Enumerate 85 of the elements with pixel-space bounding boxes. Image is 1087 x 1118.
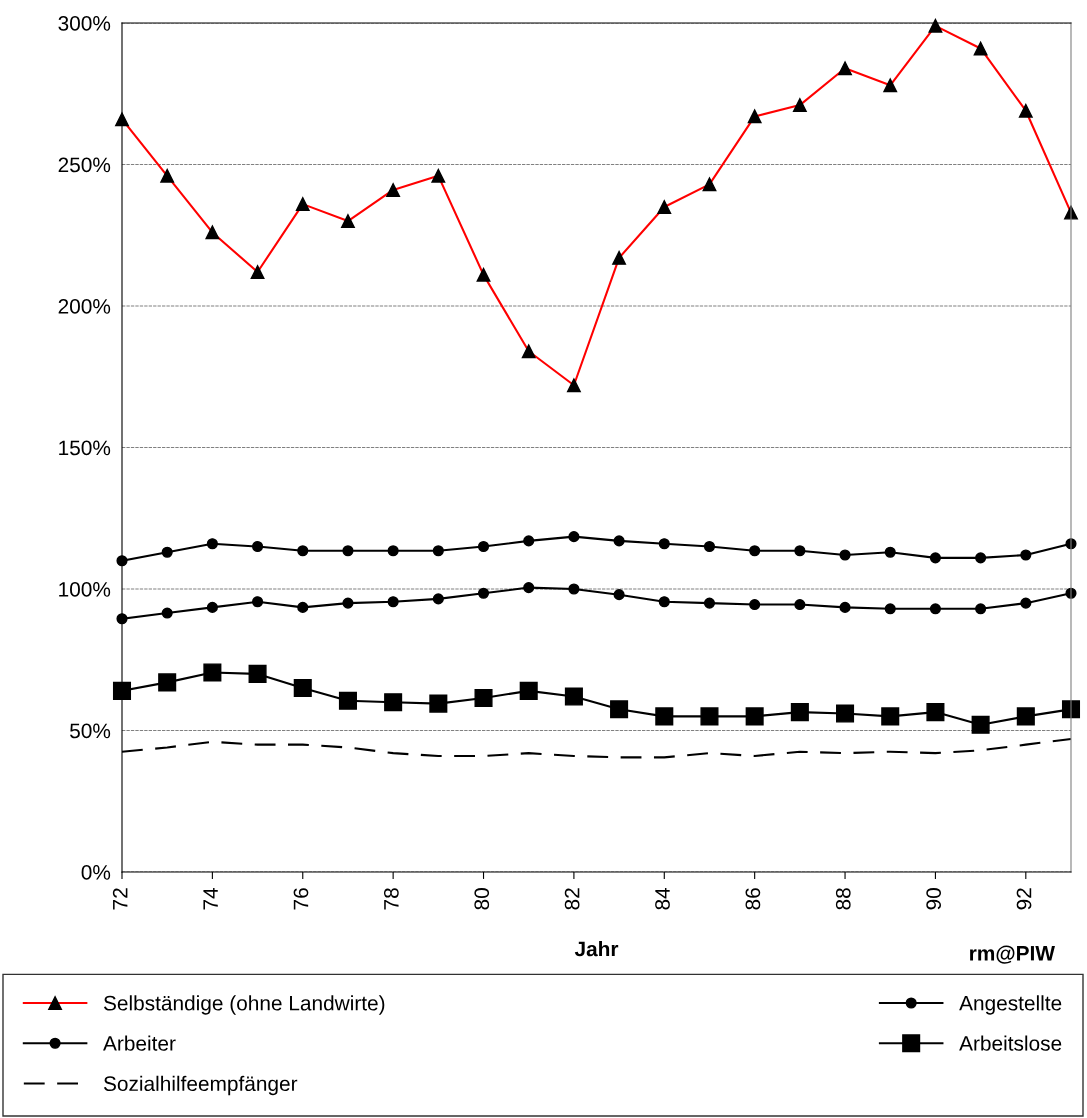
point (790, 703, 809, 722)
point (1020, 597, 1032, 609)
x-tick-label: 92 (1016, 888, 1032, 910)
point (658, 596, 670, 608)
point (613, 589, 625, 601)
point (387, 545, 399, 557)
point (568, 583, 580, 595)
x-tick-label: 76 (293, 888, 309, 910)
point (975, 552, 987, 564)
point (794, 545, 806, 557)
legend-label: Angestellte (959, 995, 1062, 1015)
x-axis-title: Jahr (574, 941, 619, 957)
y-tick-label: 200% (58, 299, 111, 314)
point (613, 535, 625, 547)
point (884, 603, 896, 615)
x-tick-label: 90 (926, 888, 942, 910)
point (975, 603, 987, 615)
point (161, 607, 173, 619)
point (206, 601, 218, 613)
point (342, 597, 354, 609)
point (749, 545, 761, 557)
point (477, 587, 490, 599)
point (794, 599, 806, 611)
x-tick-label: 88 (835, 888, 851, 910)
point (252, 540, 264, 553)
point (839, 601, 851, 613)
legend-label: Arbeitslose (959, 1035, 1062, 1051)
point (384, 693, 403, 712)
point (342, 545, 354, 557)
point (971, 715, 990, 734)
point (158, 673, 177, 692)
point (338, 691, 357, 710)
point (929, 603, 941, 615)
point (297, 545, 309, 557)
point (655, 707, 674, 726)
y-tick-label: 0% (81, 865, 111, 880)
point (432, 593, 444, 605)
point (161, 546, 173, 558)
y-tick-label: 150% (59, 440, 111, 456)
point (206, 538, 218, 550)
y-tick-label: 100% (59, 582, 111, 597)
legend-label: Arbeiter (103, 1035, 176, 1051)
y-tick-label: 50% (70, 723, 111, 739)
x-tick-label: 78 (383, 888, 399, 910)
point (703, 597, 716, 609)
legend-label: Selbständige (ohne Landwirte) (103, 995, 385, 1015)
point (564, 687, 583, 706)
point (703, 540, 716, 553)
x-tick-label: 74 (203, 887, 218, 910)
point (836, 704, 855, 723)
point (929, 552, 941, 564)
x-tick-label: 82 (564, 888, 580, 910)
point (568, 531, 580, 543)
point (1016, 707, 1035, 726)
point (252, 596, 264, 608)
point (658, 538, 670, 550)
x-tick-label: 86 (745, 888, 761, 910)
point (749, 599, 761, 611)
point (429, 694, 448, 713)
point (432, 545, 444, 557)
point (293, 679, 312, 698)
legend-label: Sozialhilfeempfänger (103, 1075, 298, 1096)
point (203, 663, 222, 682)
point (248, 664, 267, 683)
point (523, 535, 535, 547)
text: rm@PIW (970, 945, 1055, 964)
point (519, 681, 538, 700)
point (523, 582, 535, 594)
point (477, 540, 490, 553)
point (297, 601, 309, 613)
point (881, 707, 900, 726)
point (745, 707, 764, 726)
x-tick-label: 84 (655, 887, 670, 910)
point (700, 707, 719, 726)
y-tick-label: 250% (58, 157, 111, 173)
y-tick-label: 300% (58, 16, 111, 31)
point (610, 700, 629, 719)
point (1020, 549, 1032, 561)
point (387, 596, 399, 608)
x-tick-label: 80 (474, 888, 490, 910)
point (926, 703, 945, 722)
point (884, 546, 896, 558)
point (839, 549, 851, 561)
point (474, 688, 493, 707)
x-tick-label: 72 (112, 888, 128, 910)
